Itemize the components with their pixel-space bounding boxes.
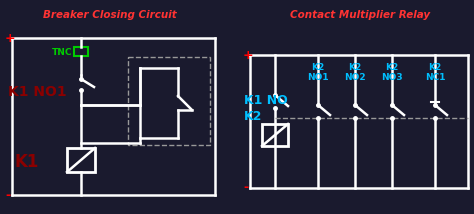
Text: Breaker Closing Circuit: Breaker Closing Circuit bbox=[43, 10, 177, 20]
Bar bbox=[74, 47, 88, 56]
Text: NC1: NC1 bbox=[425, 73, 445, 83]
Text: K2: K2 bbox=[348, 64, 362, 73]
Text: +: + bbox=[5, 31, 16, 45]
Text: K1 NO1: K1 NO1 bbox=[8, 85, 67, 99]
Text: K1: K1 bbox=[15, 153, 39, 171]
Text: +: + bbox=[243, 49, 254, 61]
Text: -: - bbox=[5, 189, 10, 202]
Text: TNC: TNC bbox=[52, 48, 73, 56]
Text: K2: K2 bbox=[385, 64, 399, 73]
Text: NO3: NO3 bbox=[381, 73, 403, 83]
Bar bbox=[67, 148, 95, 172]
Text: K2: K2 bbox=[428, 64, 442, 73]
Bar bbox=[128, 57, 210, 145]
Text: K1 NO: K1 NO bbox=[244, 94, 288, 107]
Text: NO2: NO2 bbox=[344, 73, 366, 83]
Text: -: - bbox=[243, 181, 248, 195]
Bar bbox=[262, 124, 288, 146]
Text: NO1: NO1 bbox=[307, 73, 329, 83]
Text: K2: K2 bbox=[244, 110, 263, 122]
Text: K2: K2 bbox=[311, 64, 325, 73]
Text: Contact Multiplier Relay: Contact Multiplier Relay bbox=[290, 10, 430, 20]
